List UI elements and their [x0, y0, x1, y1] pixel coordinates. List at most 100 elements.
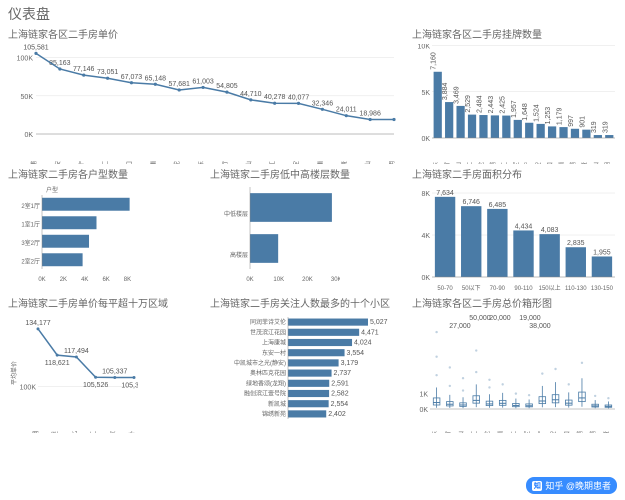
- panel-floor-level: 上海链家二手房低中高楼层数量 中低楼层高楼层0K10K20K30K: [206, 168, 408, 298]
- svg-text:105,337: 105,337: [121, 382, 138, 389]
- svg-text:0K: 0K: [421, 136, 430, 143]
- panel-title: 上海链家二手房面积分布: [412, 170, 617, 182]
- svg-text:虹口北外: 虹口北外: [128, 431, 136, 433]
- svg-text:1,957: 1,957: [511, 100, 518, 118]
- dashboard-grid: 上海链家各区二手房单价 0K50K100K105,581黄浦85,163静安77…: [0, 28, 625, 437]
- svg-text:闵行: 闵行: [444, 431, 452, 433]
- svg-text:901: 901: [579, 115, 586, 127]
- svg-text:2,737: 2,737: [334, 370, 352, 377]
- svg-text:50以下: 50以下: [462, 285, 481, 292]
- svg-text:长宁: 长宁: [523, 162, 531, 164]
- dashboard-title: 仪表盘: [0, 0, 625, 28]
- svg-text:青浦: 青浦: [569, 162, 577, 164]
- svg-text:57,681: 57,681: [168, 80, 190, 87]
- panel-boxplot: 上海链家各区二手房总价箱形图 0K1K50,00027,00020,00038,…: [408, 297, 621, 437]
- svg-text:19,000: 19,000: [519, 315, 541, 322]
- svg-text:融创滨江壹号院: 融创滨江壹号院: [244, 389, 286, 397]
- svg-text:6,746: 6,746: [462, 199, 480, 206]
- svg-text:世茂滨江花园: 世茂滨江花园: [250, 328, 286, 336]
- svg-text:静安: 静安: [550, 431, 558, 433]
- svg-text:中凯城市之光(静安): 中凯城市之光(静安): [234, 359, 286, 367]
- svg-text:徐汇: 徐汇: [102, 161, 110, 164]
- panel-title: 上海链家各区二手房单价: [8, 30, 404, 42]
- svg-text:宝山: 宝山: [245, 161, 253, 164]
- svg-text:50,000: 50,000: [469, 315, 491, 322]
- svg-text:新凯城: 新凯城: [268, 399, 286, 407]
- svg-text:5,027: 5,027: [370, 319, 388, 326]
- svg-text:4,083: 4,083: [541, 227, 559, 234]
- svg-text:黄浦翠湖: 黄浦翠湖: [32, 431, 40, 433]
- svg-text:38,000: 38,000: [529, 323, 551, 330]
- svg-text:普陀: 普陀: [477, 162, 485, 164]
- svg-text:东安一村: 东安一村: [262, 348, 286, 356]
- svg-text:2,484: 2,484: [476, 95, 483, 113]
- panel-over-100k: 上海链家二手房单价每平超十万区域 100K150K平均单价134,177黄浦翠湖…: [4, 297, 206, 437]
- svg-text:4,024: 4,024: [354, 339, 372, 346]
- svg-text:普陀: 普陀: [483, 431, 491, 433]
- svg-text:0K: 0K: [24, 132, 33, 139]
- chart-top-communities: 同润菲诗艾伦5,027世茂滨江花园4,471上海康城4,024东安一村3,554…: [210, 313, 400, 433]
- svg-text:1,179: 1,179: [557, 107, 564, 125]
- svg-text:319: 319: [602, 121, 609, 133]
- panel-title: 上海链家二手房低中高楼层数量: [210, 170, 404, 182]
- svg-text:2,402: 2,402: [328, 411, 346, 418]
- svg-text:长宁: 长宁: [78, 161, 86, 164]
- svg-text:4K: 4K: [81, 277, 88, 283]
- panel-top-communities: 上海链家二手房关注人数最多的十个小区 同润菲诗艾伦5,027世茂滨江花园4,47…: [206, 297, 408, 437]
- svg-text:嘉定: 嘉定: [293, 161, 301, 164]
- panel-room-type: 上海链家二手房各户型数量 户型2室1厅1室1厅3室2厅2室2厅0K2K4K6K8…: [4, 168, 206, 298]
- svg-text:青浦: 青浦: [589, 431, 597, 433]
- svg-text:4K: 4K: [421, 233, 430, 240]
- svg-text:319: 319: [591, 121, 598, 133]
- chart-room-type: 户型2室1厅1室1厅3室2厅2室2厅0K2K4K6K8K: [8, 183, 138, 283]
- svg-text:20K: 20K: [302, 277, 313, 283]
- svg-text:5K: 5K: [421, 89, 430, 96]
- svg-text:3,179: 3,179: [341, 360, 359, 367]
- svg-text:50K: 50K: [21, 93, 34, 100]
- svg-text:锦绣新苑: 锦绣新苑: [262, 410, 286, 418]
- svg-text:虹口: 虹口: [563, 431, 571, 433]
- svg-text:118,621: 118,621: [45, 360, 70, 367]
- svg-text:6K: 6K: [102, 277, 109, 283]
- svg-text:2,554: 2,554: [331, 400, 349, 407]
- chart-boxplot: 0K1K50,00027,00020,00038,00019,000浦东闵行宝山…: [412, 313, 617, 433]
- svg-text:10K: 10K: [273, 277, 284, 283]
- panel-unit-price: 上海链家各区二手房单价 0K50K100K105,581黄浦85,163静安77…: [4, 28, 408, 168]
- svg-text:1,524: 1,524: [534, 104, 541, 122]
- svg-text:8K: 8K: [421, 191, 430, 198]
- svg-text:2,582: 2,582: [331, 390, 349, 397]
- svg-text:100K: 100K: [20, 384, 37, 391]
- svg-text:130-150: 130-150: [591, 286, 614, 292]
- svg-text:奉贤: 奉贤: [580, 162, 588, 164]
- chart-area-dist: 0K4K8K7,63450-706,74650以下6,48570-904,434…: [412, 183, 617, 293]
- svg-text:20,000: 20,000: [489, 315, 511, 322]
- svg-text:6,485: 6,485: [489, 202, 507, 209]
- svg-text:奥林匹克花园: 奥林匹克花园: [250, 369, 286, 377]
- svg-text:77,146: 77,146: [73, 66, 95, 73]
- svg-text:30K: 30K: [331, 277, 340, 283]
- svg-text:宝山: 宝山: [455, 162, 463, 164]
- svg-text:徐汇: 徐汇: [466, 162, 474, 164]
- svg-text:2K: 2K: [60, 277, 67, 283]
- chart-unit-price: 0K50K100K105,581黄浦85,163静安77,146长宁73,051…: [8, 44, 398, 164]
- svg-text:虹口: 虹口: [125, 161, 133, 164]
- svg-text:1,253: 1,253: [545, 106, 552, 124]
- svg-text:嘉定: 嘉定: [512, 162, 520, 164]
- chart-listing-count: 0K5K10K7,160浦东3,884闵行3,469宝山2,529徐汇2,484…: [412, 44, 617, 164]
- svg-text:静安: 静安: [54, 161, 62, 164]
- svg-text:奉贤: 奉贤: [340, 161, 348, 164]
- svg-text:浦东: 浦东: [197, 161, 205, 164]
- svg-text:松江: 松江: [269, 161, 277, 164]
- svg-text:70-90: 70-90: [490, 286, 506, 292]
- svg-text:1室1厅: 1室1厅: [21, 221, 40, 229]
- svg-text:1,955: 1,955: [593, 249, 611, 256]
- svg-text:平均单价: 平均单价: [10, 360, 18, 384]
- svg-text:嘉定: 嘉定: [523, 431, 531, 433]
- svg-text:2,835: 2,835: [567, 240, 585, 247]
- svg-text:50-70: 50-70: [437, 286, 453, 292]
- svg-text:54,805: 54,805: [216, 83, 238, 90]
- svg-text:32,346: 32,346: [312, 100, 334, 107]
- svg-text:虹口: 虹口: [546, 162, 554, 164]
- svg-text:1K: 1K: [419, 391, 428, 398]
- svg-text:浦东: 浦东: [431, 431, 439, 433]
